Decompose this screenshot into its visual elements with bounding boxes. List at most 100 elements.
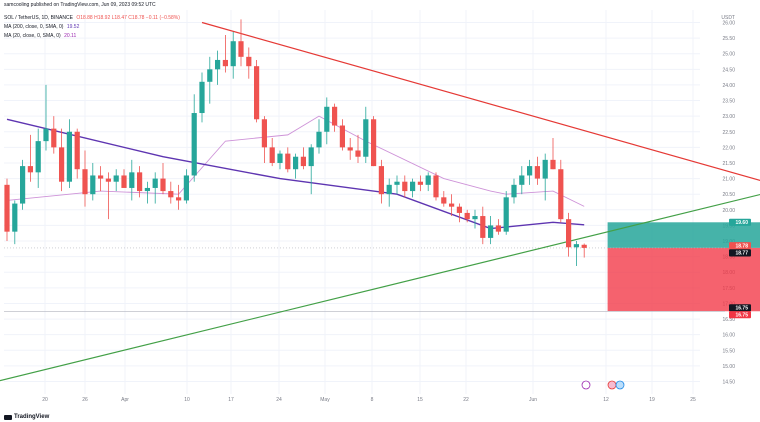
tradingview-logo-icon [4, 414, 12, 420]
x-tick-label: 24 [276, 397, 282, 403]
candle-body [464, 212, 470, 220]
candle-body [74, 131, 80, 170]
candle-body [59, 147, 65, 182]
candle-body [137, 172, 143, 192]
candle-body [488, 225, 494, 238]
candle-body [82, 169, 88, 195]
candle-body [339, 125, 345, 148]
candle-body [511, 184, 517, 198]
price-label: 18.78 [735, 244, 748, 250]
candle-body [160, 178, 166, 192]
lower-trendline [0, 193, 760, 382]
y-tick-label: 20.50 [722, 192, 735, 198]
candle-body [230, 41, 236, 67]
y-tick-label: 21.50 [722, 161, 735, 167]
candle-body [550, 159, 556, 170]
candle-body [51, 128, 57, 148]
y-tick-label: 23.00 [722, 114, 735, 120]
candle-body [215, 59, 221, 70]
economic-event-icon [607, 380, 617, 390]
ma200-legend[interactable]: MA (200, close, 0, SMA, 0) 19.52 [4, 24, 81, 31]
candle-body [355, 150, 361, 157]
candle-body [386, 184, 392, 195]
candle-body [35, 141, 41, 173]
candle-body [129, 172, 135, 188]
economic-event-icon [615, 380, 625, 390]
candle-body [27, 166, 33, 173]
candle-body [332, 106, 338, 126]
x-tick-label: Jun [529, 397, 537, 403]
price-label-box [729, 249, 751, 257]
x-tick-label: 8 [371, 397, 374, 403]
candle-body [316, 131, 322, 148]
ma20-label: MA (20, close, 0, SMA, 0) [4, 33, 61, 39]
y-tick-label: 22.00 [722, 145, 735, 151]
y-tick-label: 24.50 [722, 67, 735, 73]
candle-body [527, 166, 533, 176]
candle-body [238, 41, 244, 57]
ohlc-readout: O18.88 H18.92 L18.47 C18.78 −0.11 (−0.58… [76, 15, 180, 21]
candle-body [176, 197, 182, 201]
y-tick-label: 16.50 [722, 317, 735, 323]
candle-body [472, 216, 478, 220]
candle-body [105, 178, 111, 182]
candle-body [261, 119, 267, 148]
candle-body [199, 81, 205, 114]
ma200-label: MA (200, close, 0, SMA, 0) [4, 24, 64, 30]
ma20-value: 20.11 [64, 33, 77, 39]
candle-body [480, 216, 486, 238]
candle-body [66, 131, 72, 182]
tradingview-wordmark: TradingView [14, 414, 50, 420]
candle-body [152, 178, 158, 188]
y-tick-label: 24.00 [722, 83, 735, 89]
candle-body [441, 197, 447, 204]
x-tick-label: 19 [649, 397, 655, 403]
x-tick-label: Apr [121, 397, 129, 403]
candle-body [168, 191, 174, 198]
candle-body [394, 181, 400, 185]
candle-body [20, 166, 26, 204]
candle-body [566, 219, 572, 248]
candle-body [269, 147, 275, 163]
y-tick-label: 16.00 [722, 333, 735, 339]
candle-body [12, 203, 18, 232]
candle-body [191, 113, 197, 176]
candle-body [495, 225, 501, 232]
stop-zone [607, 247, 760, 312]
candle-body [581, 244, 587, 248]
dividend-event-icon [581, 380, 591, 390]
price-label: 16.75 [735, 306, 748, 312]
candle-body [456, 206, 462, 213]
candle-body [144, 187, 150, 192]
candle-body [308, 147, 314, 167]
y-tick-label: 15.00 [722, 364, 735, 370]
ma200-value: 19.52 [66, 24, 80, 30]
candle-body [503, 197, 509, 232]
candle-body [402, 181, 408, 192]
x-tick-label: 20 [42, 397, 48, 403]
candle-body [449, 203, 455, 207]
y-tick-label: 22.50 [722, 130, 735, 136]
y-tick-label: 23.50 [722, 99, 735, 105]
candle-body [425, 175, 431, 185]
price-label: 18.77 [735, 251, 748, 257]
y-tick-label: 20.00 [722, 208, 735, 214]
price-label-box [729, 218, 751, 226]
candle-body [293, 156, 299, 170]
candle-body [542, 159, 548, 179]
symbol-label[interactable]: SOL / TetherUS, 1D, BINANCE [4, 15, 73, 21]
publisher-line: samcooling published on TradingView.com,… [4, 2, 156, 8]
price-label: 19.60 [735, 220, 748, 226]
candle-body [246, 56, 252, 67]
candle-body [207, 69, 213, 82]
x-tick-label: 26 [82, 397, 88, 403]
candle-body [324, 106, 330, 132]
ma20-legend[interactable]: MA (20, close, 0, SMA, 0) 20.11 [4, 33, 78, 40]
candle-body [417, 181, 423, 185]
candle-body [121, 175, 127, 188]
candle-body [378, 166, 384, 195]
candle-body [371, 119, 377, 167]
y-tick-label: 25.50 [722, 36, 735, 42]
x-tick-label: 25 [690, 397, 696, 403]
